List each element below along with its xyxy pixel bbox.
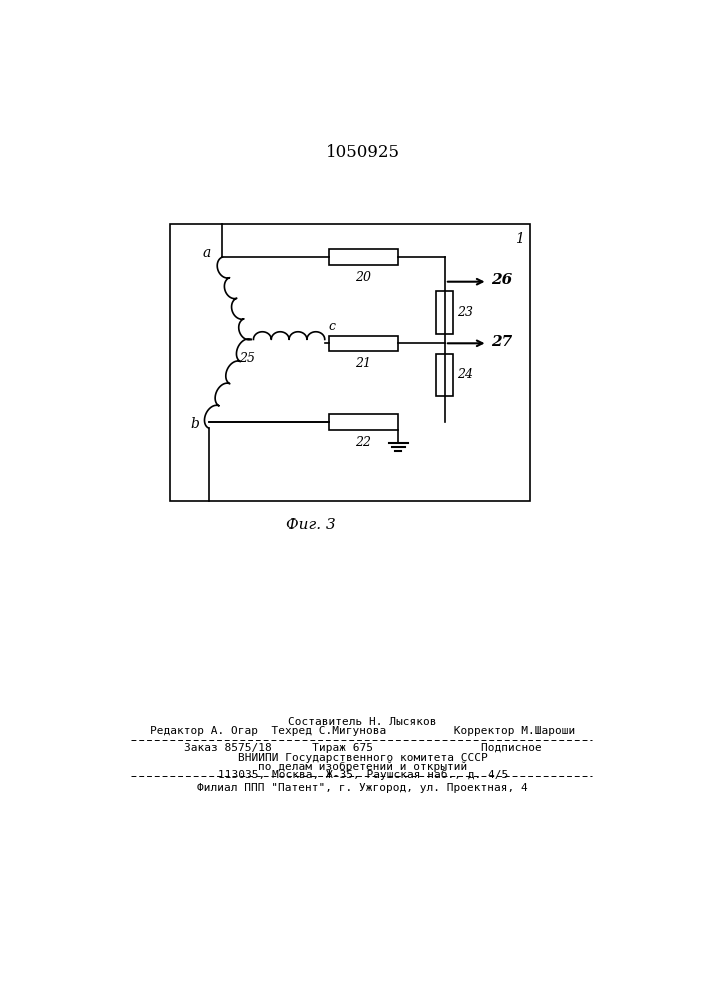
Text: c: c [329, 320, 336, 333]
Bar [329, 336, 398, 351]
Text: Составитель Н. Лысяков: Составитель Н. Лысяков [288, 717, 437, 727]
Text: 113035, Москва, Ж-35, Раушская наб., д. 4/5: 113035, Москва, Ж-35, Раушская наб., д. … [218, 770, 508, 780]
Text: Редактор А. Огар  Техред С.Мигунова          Корректор М.Шароши: Редактор А. Огар Техред С.Мигунова Корре… [150, 726, 575, 736]
Text: 22: 22 [356, 436, 371, 449]
Text: 25: 25 [239, 352, 255, 365]
Text: a: a [203, 246, 211, 260]
Bar [170, 224, 530, 501]
Bar [329, 249, 398, 265]
Text: ВНИИПИ Государственного комитета СССР: ВНИИПИ Государственного комитета СССР [238, 753, 488, 763]
Text: по делам изобретений и открытий: по делам изобретений и открытий [258, 762, 467, 772]
Text: 1050925: 1050925 [326, 144, 399, 161]
Bar [436, 291, 453, 334]
Bar [436, 354, 453, 396]
Text: 26: 26 [491, 273, 513, 287]
Text: 1: 1 [515, 232, 524, 246]
Text: 24: 24 [457, 368, 473, 381]
Text: b: b [190, 417, 199, 431]
Text: Заказ 8575/18      Тираж 675                Подписное: Заказ 8575/18 Тираж 675 Подписное [184, 743, 542, 753]
Text: 23: 23 [457, 306, 473, 319]
Bar [329, 414, 398, 430]
Text: 27: 27 [491, 335, 513, 349]
Text: Фиг. 3: Фиг. 3 [286, 518, 336, 532]
Text: 20: 20 [356, 271, 371, 284]
Text: 21: 21 [356, 357, 371, 370]
Text: Филиал ППП "Патент", г. Ужгород, ул. Проектная, 4: Филиал ППП "Патент", г. Ужгород, ул. Про… [197, 783, 528, 793]
